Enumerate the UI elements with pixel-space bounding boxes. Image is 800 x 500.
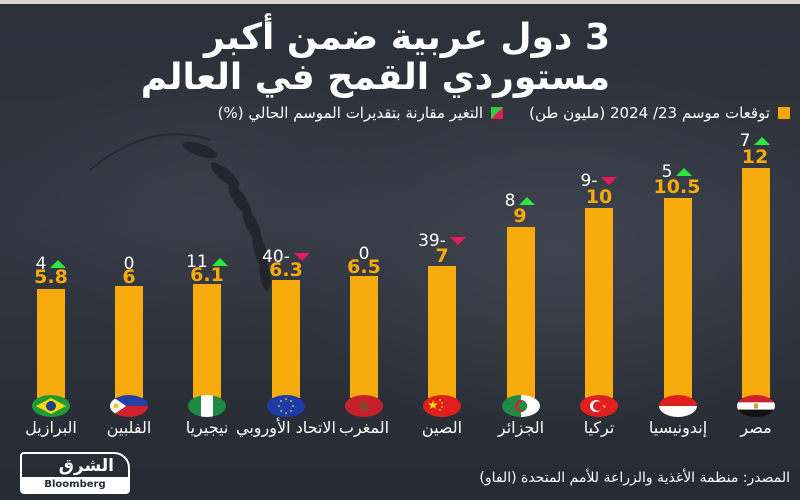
country-label: الصين: [421, 418, 463, 437]
bar-china: [428, 266, 456, 398]
bar-nigeria: [193, 284, 221, 398]
country-label: مصر: [740, 418, 772, 437]
value-label: 5.8: [34, 266, 68, 288]
value-label: 6.1: [190, 264, 224, 286]
philippines-flag-icon: [110, 395, 148, 417]
country-label: نيجيريا: [185, 418, 229, 437]
value-label: 9: [513, 205, 527, 227]
china-flag-icon: [423, 395, 461, 417]
wheat-ear-icon: [90, 133, 271, 291]
decrease-arrow-icon: [449, 237, 466, 245]
decrease-arrow-icon: [293, 253, 310, 261]
value-label: 6: [122, 266, 136, 288]
change-label: 0: [123, 254, 135, 274]
country-label: إندونيسيا: [648, 418, 708, 437]
legend: توقعات موسم 23/ 2024 (مليون طن) التغير م…: [218, 104, 790, 122]
title-line-2: مستوردي القمح في العالم: [140, 57, 610, 98]
value-label: 6.3: [269, 259, 303, 281]
egypt-flag-icon: [737, 395, 775, 417]
country-label: الجزائر: [497, 418, 545, 437]
logo-english: Bloomberg: [22, 477, 128, 492]
country-label: تركيا: [583, 418, 615, 437]
increase-arrow-icon: [676, 168, 693, 176]
bar-indonesia: [664, 198, 692, 398]
brazil-flag-icon: [32, 395, 70, 417]
value-label: 10: [585, 186, 613, 208]
value-label: 10.5: [653, 176, 701, 198]
eu-flag-icon: [267, 395, 305, 417]
increase-arrow-icon: [211, 258, 228, 266]
change-label: 40-: [241, 247, 331, 267]
value-label: 7: [435, 245, 449, 267]
bar-philippines: [115, 286, 143, 398]
asharq-bloomberg-logo: الشرق Bloomberg: [20, 452, 130, 494]
increase-arrow-icon: [754, 137, 771, 145]
change-label: 39-: [397, 231, 487, 251]
bar-brazil: [37, 289, 65, 398]
legend-forecast-label: توقعات موسم 23/ 2024 (مليون طن): [529, 104, 770, 122]
algeria-flag-icon: [502, 395, 540, 417]
top-strip: [0, 0, 800, 4]
value-label: 6.5: [347, 256, 381, 278]
legend-change-swatch: [491, 107, 504, 119]
source-note: المصدر: منظمة الأغذية والزراعة للأمم الم…: [479, 470, 790, 486]
change-label: 11: [162, 252, 252, 272]
change-label: 8: [475, 191, 565, 211]
change-label: 7: [710, 131, 800, 151]
bar-egypt: [742, 168, 770, 398]
country-label: الفلبين: [106, 418, 152, 437]
nigeria-flag-icon: [188, 395, 226, 417]
value-label: 12: [741, 146, 769, 168]
bar-algeria: [507, 227, 535, 398]
increase-arrow-icon: [519, 197, 536, 205]
bar-morocco: [350, 276, 378, 398]
country-label: البرازيل: [25, 418, 77, 437]
morocco-flag-icon: [345, 395, 383, 417]
bar-turkey: [585, 208, 613, 398]
country-label: المغرب: [338, 418, 390, 437]
indonesia-flag-icon: [659, 395, 697, 417]
change-label: 0: [358, 244, 370, 264]
chart-title: 3 دول عربية ضمن أكبر مستوردي القمح في ال…: [141, 18, 610, 98]
legend-forecast-swatch: [778, 107, 790, 119]
title-line-1: 3 دول عربية ضمن أكبر: [204, 17, 610, 58]
logo-arabic: الشرق: [58, 456, 114, 476]
legend-change-label: التغير مقارنة بتقديرات الموسم الحالي (%): [217, 104, 484, 122]
country-label: الاتحاد الأوروبي: [236, 418, 336, 437]
change-label: 9-: [554, 171, 644, 191]
bar-eu: [272, 280, 300, 398]
turkey-flag-icon: [580, 395, 618, 417]
change-label: 5: [632, 162, 722, 182]
increase-arrow-icon: [50, 260, 67, 268]
change-label: 4: [6, 254, 96, 274]
decrease-arrow-icon: [601, 177, 618, 185]
